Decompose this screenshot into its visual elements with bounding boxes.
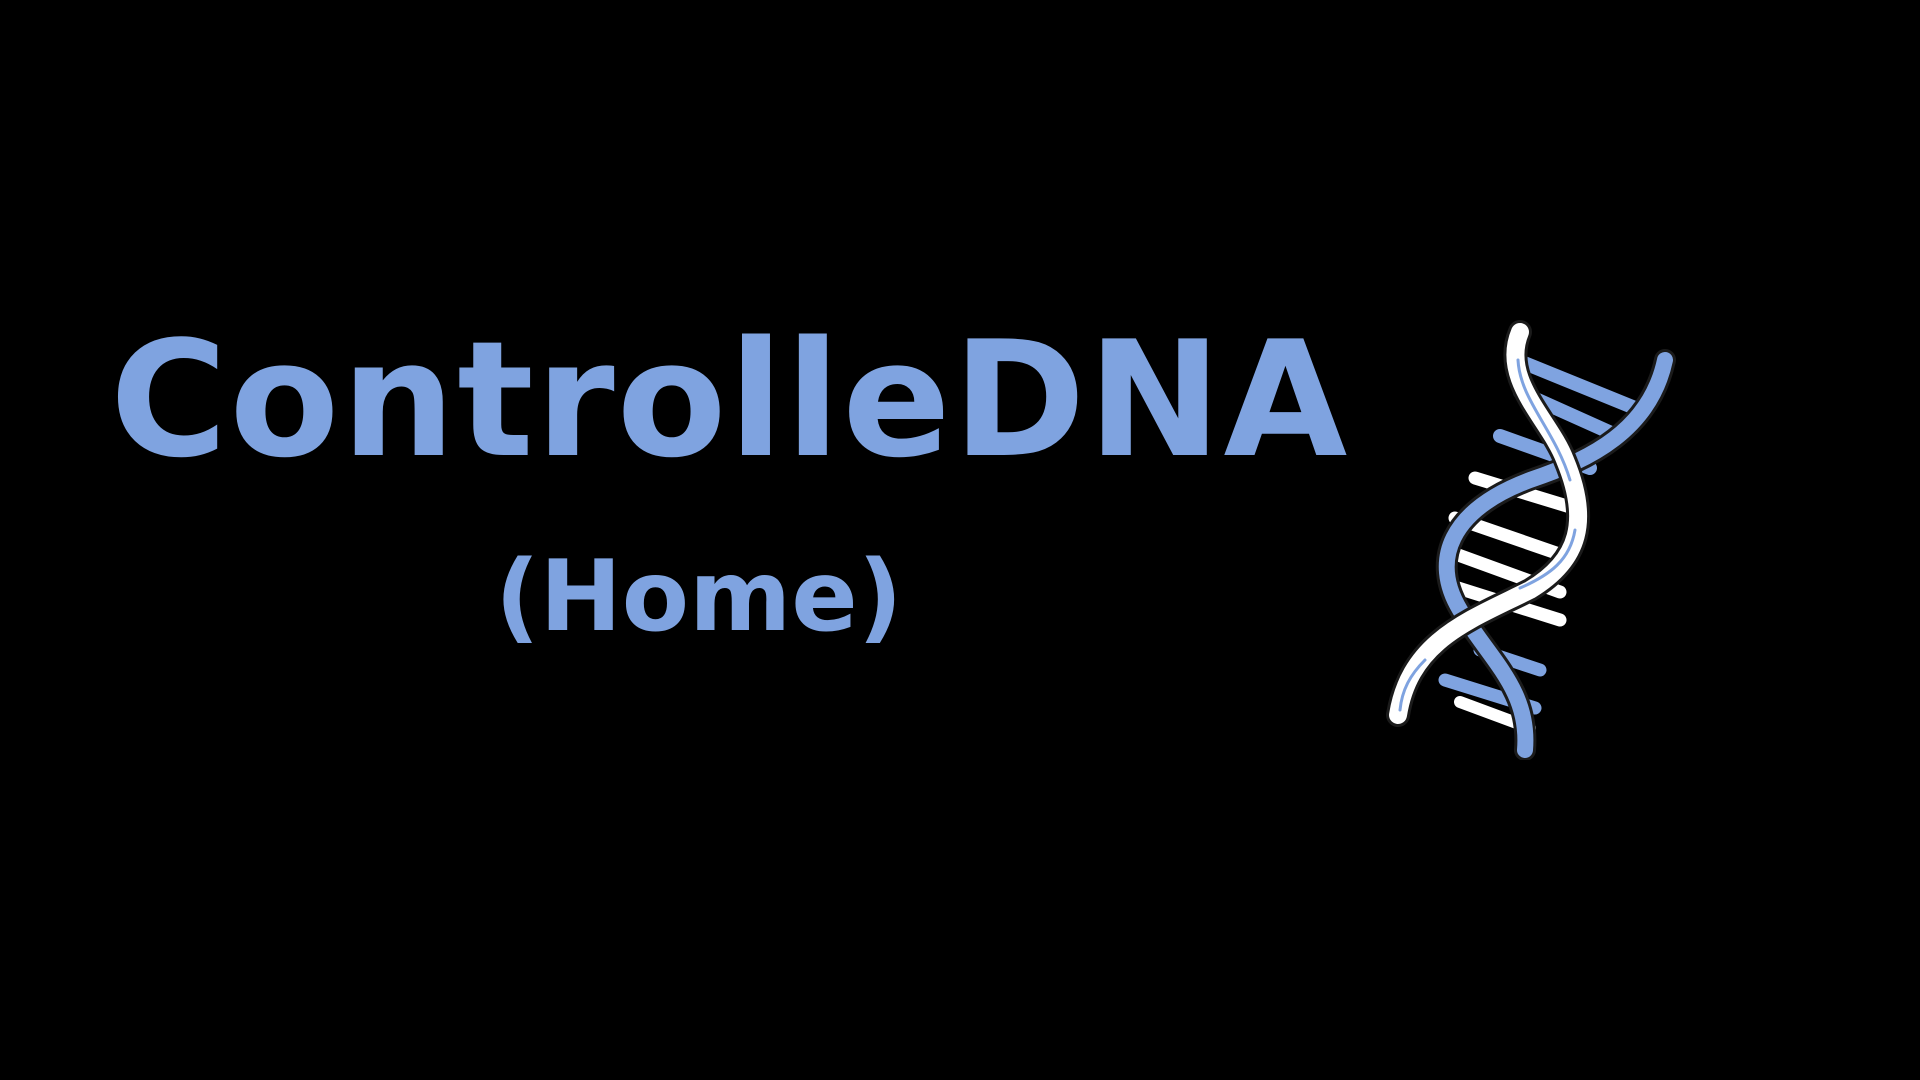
dna-helix-icon <box>1386 320 1676 760</box>
app-title: ControlleDNA <box>110 306 1350 493</box>
page-subtitle: (Home) <box>495 540 903 654</box>
